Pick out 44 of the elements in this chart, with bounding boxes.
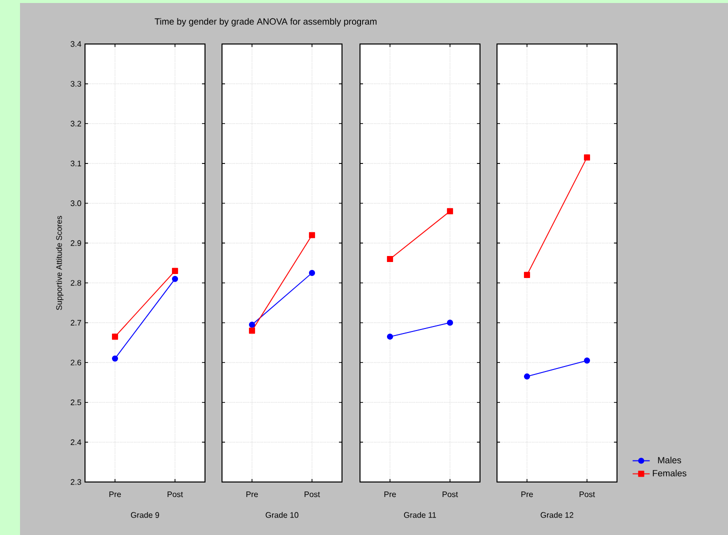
point [112, 334, 118, 340]
point [308, 232, 316, 238]
y-tick-label: 2.5 [70, 400, 82, 406]
x-tick-label: Post [442, 492, 458, 498]
legend-label: Males [658, 456, 682, 464]
y-tick-label: 2.6 [70, 360, 82, 366]
x-tick-label: Post [304, 492, 320, 498]
x-tick-label: Post [580, 492, 595, 498]
y-tick-label: 3.4 [70, 41, 82, 47]
x-tick-label: Pre [521, 492, 533, 498]
y-tick-label: 2.8 [70, 280, 82, 286]
y-tick-label: 2.3 [70, 479, 82, 485]
y-tick-label: 3.3 [70, 80, 82, 87]
y-tick-label: 3.0 [70, 200, 82, 206]
point [172, 268, 178, 274]
x-tick-label: Pre [384, 492, 396, 498]
x-tick-label: Pre [109, 492, 121, 498]
text: Time by gender by grade ANOVA for assembly program [154, 18, 376, 26]
point [584, 357, 590, 364]
point [524, 272, 530, 278]
point [446, 320, 454, 326]
point [308, 270, 316, 276]
point [446, 208, 454, 214]
y-axis-title: Supportive Attitude Scores [56, 216, 64, 310]
y-tick-label: 3.2 [70, 120, 82, 126]
x-axis-title: Grade 9 [130, 512, 160, 518]
x-tick-label: Pre [246, 492, 258, 498]
x-axis-title: Grade 10 [266, 512, 298, 518]
point [386, 334, 394, 340]
legend-label: Females [652, 470, 686, 476]
point [248, 322, 256, 328]
point [386, 256, 394, 262]
x-tick-label: Post [168, 492, 183, 498]
point [584, 154, 590, 161]
y-tick-label: 2.4 [70, 439, 82, 445]
point [524, 373, 530, 380]
y-tick-label: 2.7 [70, 320, 82, 326]
y-tick-label: 3.1 [70, 160, 82, 166]
x-axis-title: Grade 11 [404, 512, 436, 518]
point [172, 276, 178, 282]
x-axis-title: Grade 12 [540, 512, 574, 518]
point [248, 328, 256, 334]
point [112, 356, 118, 362]
y-tick-label: 2.9 [70, 240, 82, 246]
